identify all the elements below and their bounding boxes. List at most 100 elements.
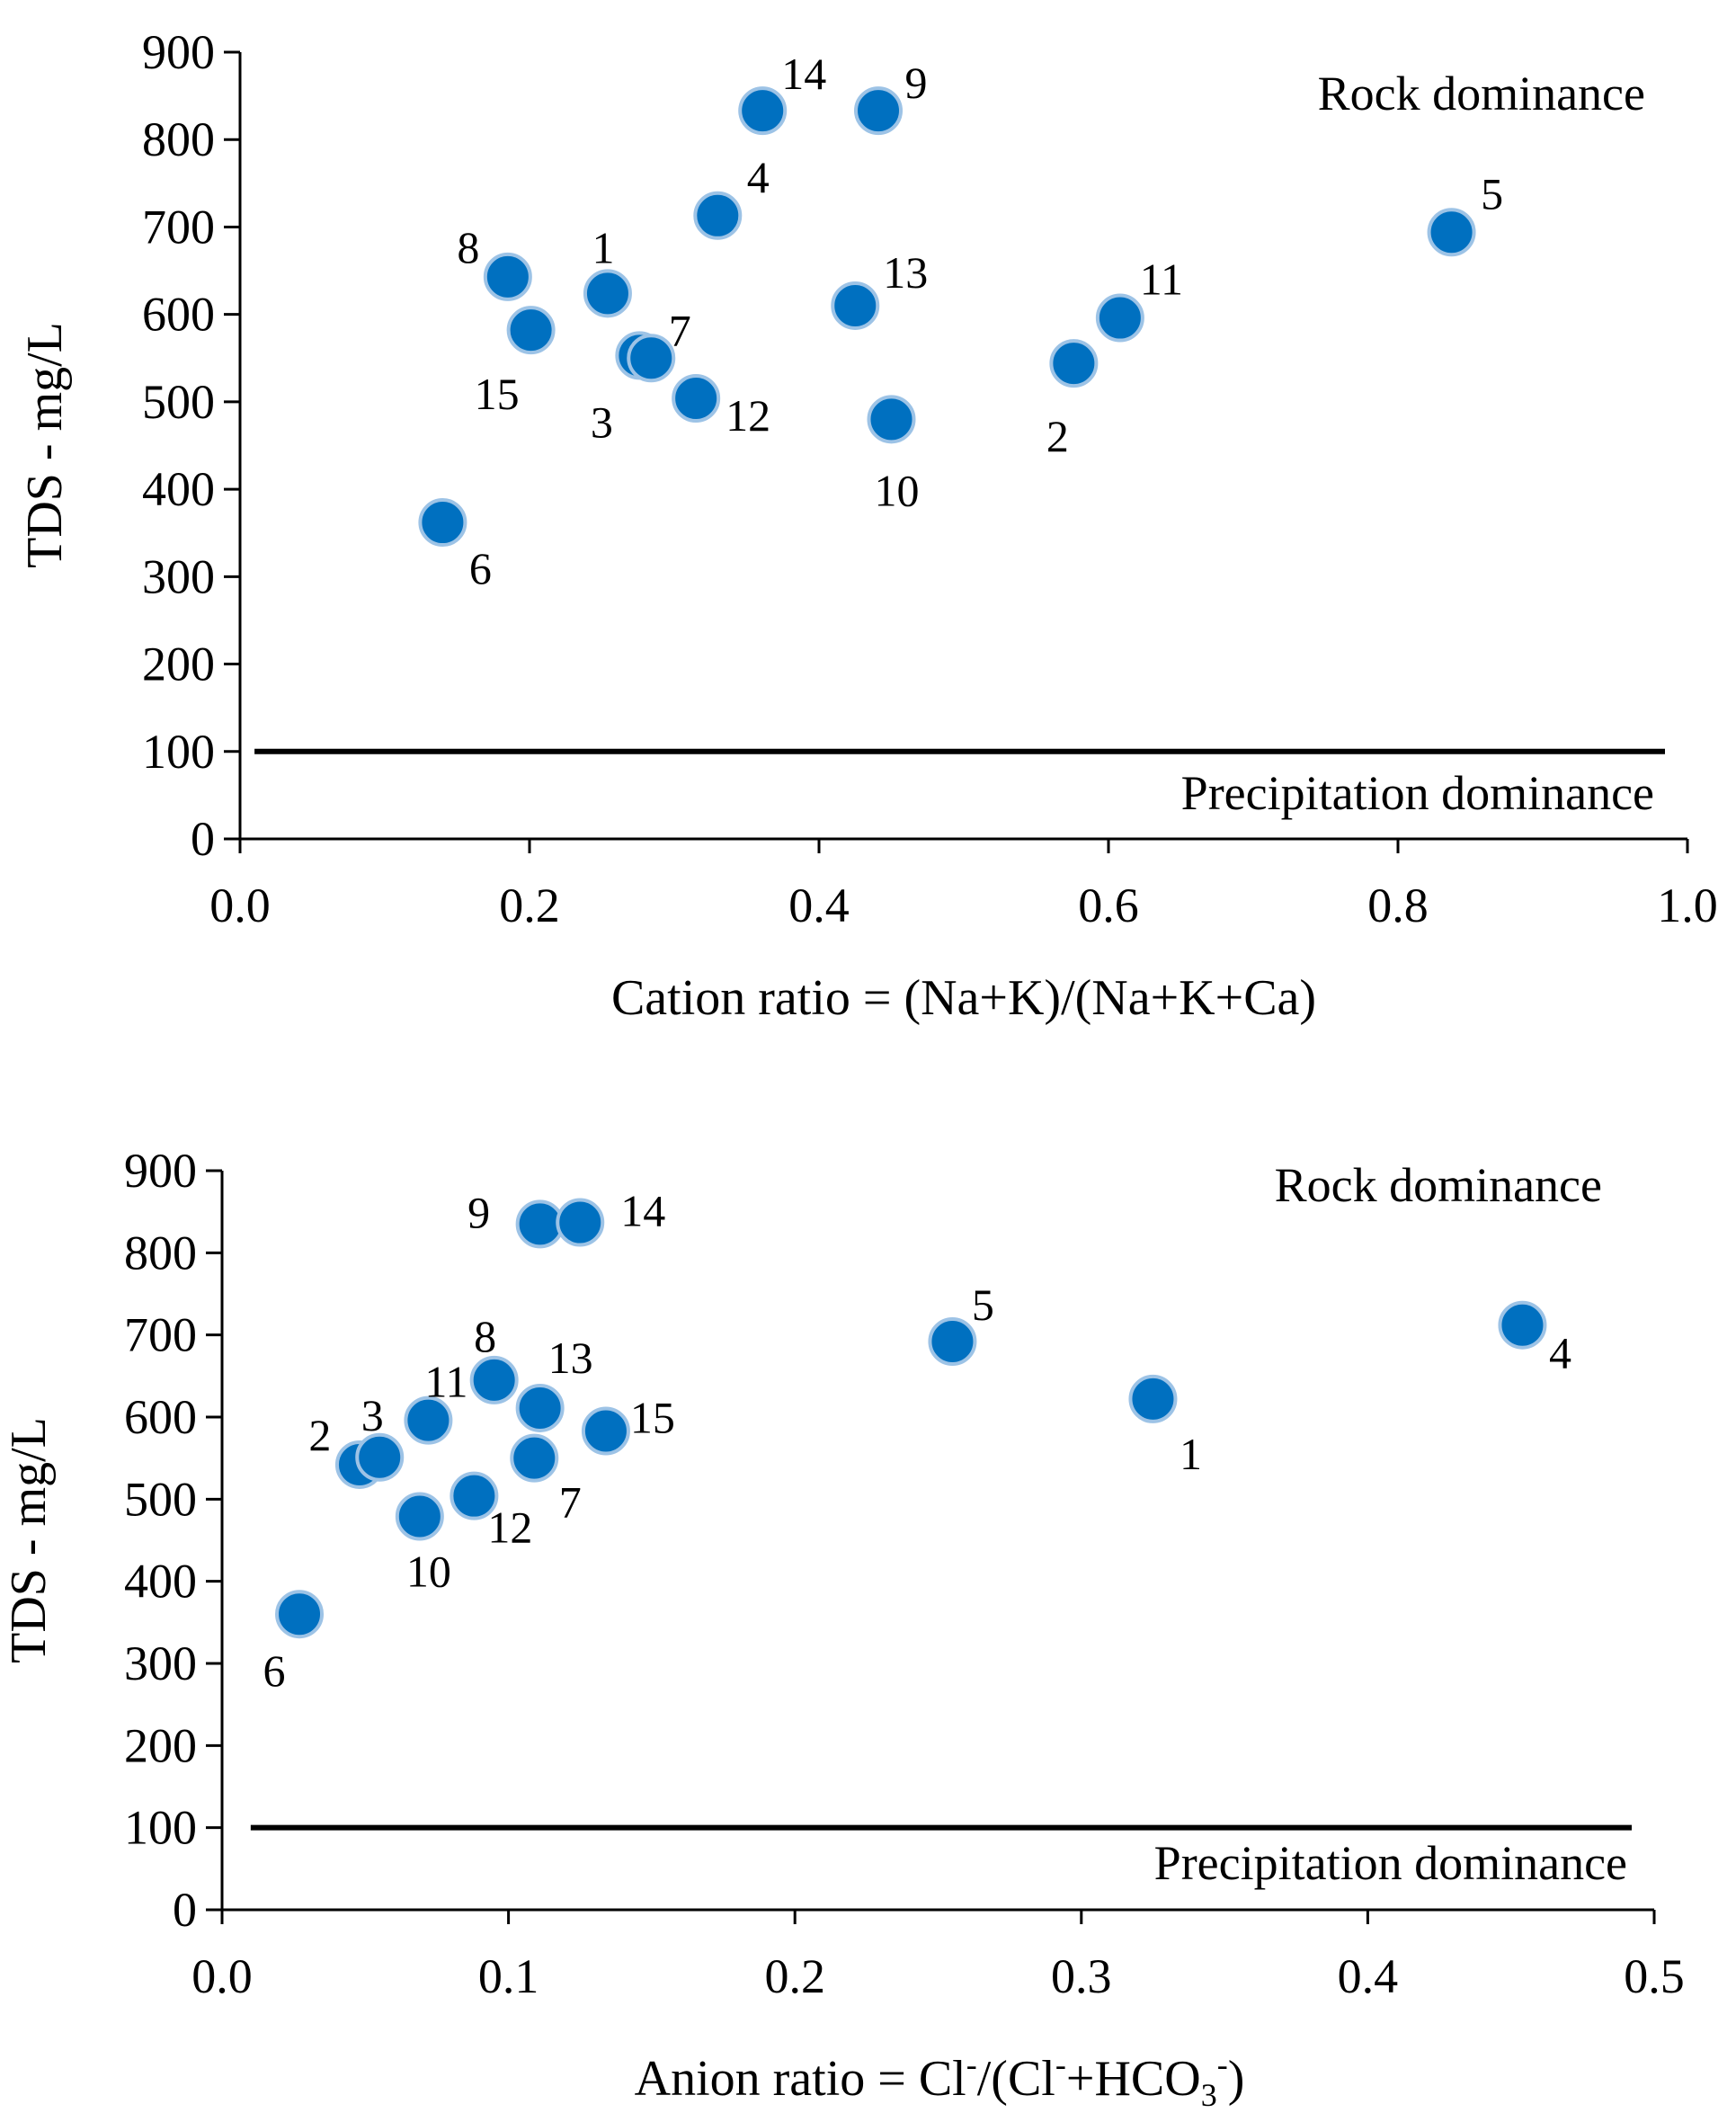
y-tick-label: 600: [142, 288, 215, 342]
y-tick-label: 400: [124, 1555, 197, 1609]
x-title-mid2: +HCO: [1066, 2051, 1201, 2107]
point-label-9: 9: [467, 1187, 490, 1237]
data-points: [275, 1198, 1547, 1639]
data-point-14: [738, 86, 788, 136]
y-axis-title: TDS - mg/L: [1, 1417, 57, 1663]
y-tick-label: 400: [142, 462, 215, 516]
point-label-15: 15: [475, 369, 520, 419]
point-label-14: 14: [781, 49, 826, 99]
point-label-13: 13: [548, 1333, 593, 1383]
y-ticks: 0 100 200 300 400 500 600 700 800 900: [124, 1144, 222, 1937]
data-point-4: [1498, 1300, 1547, 1350]
data-point-4: [693, 191, 743, 240]
y-tick-label: 0: [173, 1883, 197, 1937]
data-point-15: [581, 1406, 630, 1456]
data-point-10: [867, 395, 916, 444]
point-label-15: 15: [630, 1393, 675, 1443]
data-point-5: [928, 1316, 977, 1366]
x-axis-title: Anion ratio = Cl-/(Cl-+HCO3-): [635, 2046, 1245, 2113]
point-label-7: 7: [669, 305, 691, 355]
point-label-12: 12: [487, 1502, 532, 1553]
data-point-12: [450, 1471, 499, 1520]
point-label-2: 2: [1046, 411, 1069, 461]
x-title-sup2: -: [1055, 2046, 1066, 2082]
point-label-11: 11: [424, 1357, 467, 1407]
axes: [220, 1171, 1654, 1912]
y-tick-label: 500: [142, 375, 215, 429]
x-tick-label: 0.4: [1338, 1949, 1399, 2003]
data-point-10: [395, 1492, 444, 1541]
point-label-4: 4: [1549, 1328, 1571, 1378]
data-point-1: [583, 269, 632, 318]
rock-dominance-label: Rock dominance: [1275, 1158, 1602, 1212]
precipitation-dominance-label: Precipitation dominance: [1181, 766, 1654, 820]
x-tick-label: 0.5: [1624, 1949, 1685, 2003]
data-point-7: [627, 334, 676, 383]
point-label-14: 14: [620, 1186, 665, 1236]
data-point-11: [404, 1395, 453, 1445]
point-label-6: 6: [263, 1645, 286, 1696]
data-point-2: [1049, 339, 1099, 388]
data-point-6: [275, 1590, 325, 1639]
x-title-sub: 3: [1201, 2077, 1217, 2113]
data-point-8: [483, 252, 532, 301]
data-point-1: [1128, 1374, 1178, 1423]
data-point-9: [515, 1199, 565, 1249]
axes: [238, 52, 1687, 841]
y-tick-label: 700: [142, 200, 215, 254]
point-label-7: 7: [559, 1477, 582, 1528]
y-tick-label: 900: [142, 25, 215, 79]
x-tick-label: 0.6: [1078, 878, 1139, 932]
x-title-sup3: -: [1217, 2046, 1228, 2082]
data-point-7: [510, 1433, 559, 1483]
x-tick-label: 0.3: [1051, 1949, 1112, 2003]
y-tick-label: 0: [191, 812, 215, 866]
data-point-11: [1095, 293, 1144, 343]
x-title-prefix: Anion ratio = Cl: [635, 2051, 966, 2107]
point-label-12: 12: [726, 390, 770, 441]
point-label-4: 4: [747, 152, 770, 202]
point-label-5: 5: [1481, 168, 1503, 218]
point-label-3: 3: [591, 397, 613, 447]
x-axis-title: Cation ratio = (Na+K)/(Na+K+Ca): [611, 970, 1316, 1026]
data-point-9: [854, 86, 904, 136]
y-tick-label: 500: [124, 1472, 197, 1526]
point-label-10: 10: [406, 1547, 451, 1597]
point-label-8: 8: [457, 222, 479, 272]
point-label-1: 1: [1180, 1429, 1202, 1479]
data-point-14: [556, 1198, 605, 1247]
point-label-9: 9: [905, 58, 928, 108]
point-label-8: 8: [474, 1311, 496, 1361]
rock-dominance-label: Rock dominance: [1318, 67, 1645, 120]
y-tick-label: 100: [142, 725, 215, 779]
x-tick-label: 0.1: [478, 1949, 539, 2003]
x-tick-label: 0.0: [209, 878, 271, 932]
data-point-13: [515, 1383, 565, 1432]
x-title-mid: /(Cl: [977, 2051, 1055, 2107]
x-tick-label: 0.4: [788, 878, 850, 932]
point-label-3: 3: [361, 1390, 384, 1440]
point-label-11: 11: [1140, 254, 1183, 305]
point-label-5: 5: [972, 1279, 994, 1330]
y-axis-title: TDS - mg/L: [17, 322, 73, 568]
data-point-15: [506, 306, 556, 355]
y-tick-label: 300: [142, 549, 215, 603]
x-tick-label: 0.8: [1367, 878, 1429, 932]
data-point-6: [418, 498, 467, 548]
y-tick-label: 100: [124, 1801, 197, 1855]
y-tick-label: 300: [124, 1636, 197, 1690]
data-point-13: [831, 281, 880, 330]
point-label-6: 6: [469, 543, 492, 593]
point-label-1: 1: [592, 222, 614, 272]
y-tick-label: 800: [124, 1226, 197, 1279]
point-label-13: 13: [883, 247, 928, 298]
x-ticks: 0.0 0.1 0.2 0.3 0.4 0.5: [191, 1910, 1685, 2003]
x-title-sup1: -: [966, 2046, 977, 2082]
y-tick-label: 600: [124, 1390, 197, 1444]
x-tick-label: 1.0: [1657, 878, 1718, 932]
